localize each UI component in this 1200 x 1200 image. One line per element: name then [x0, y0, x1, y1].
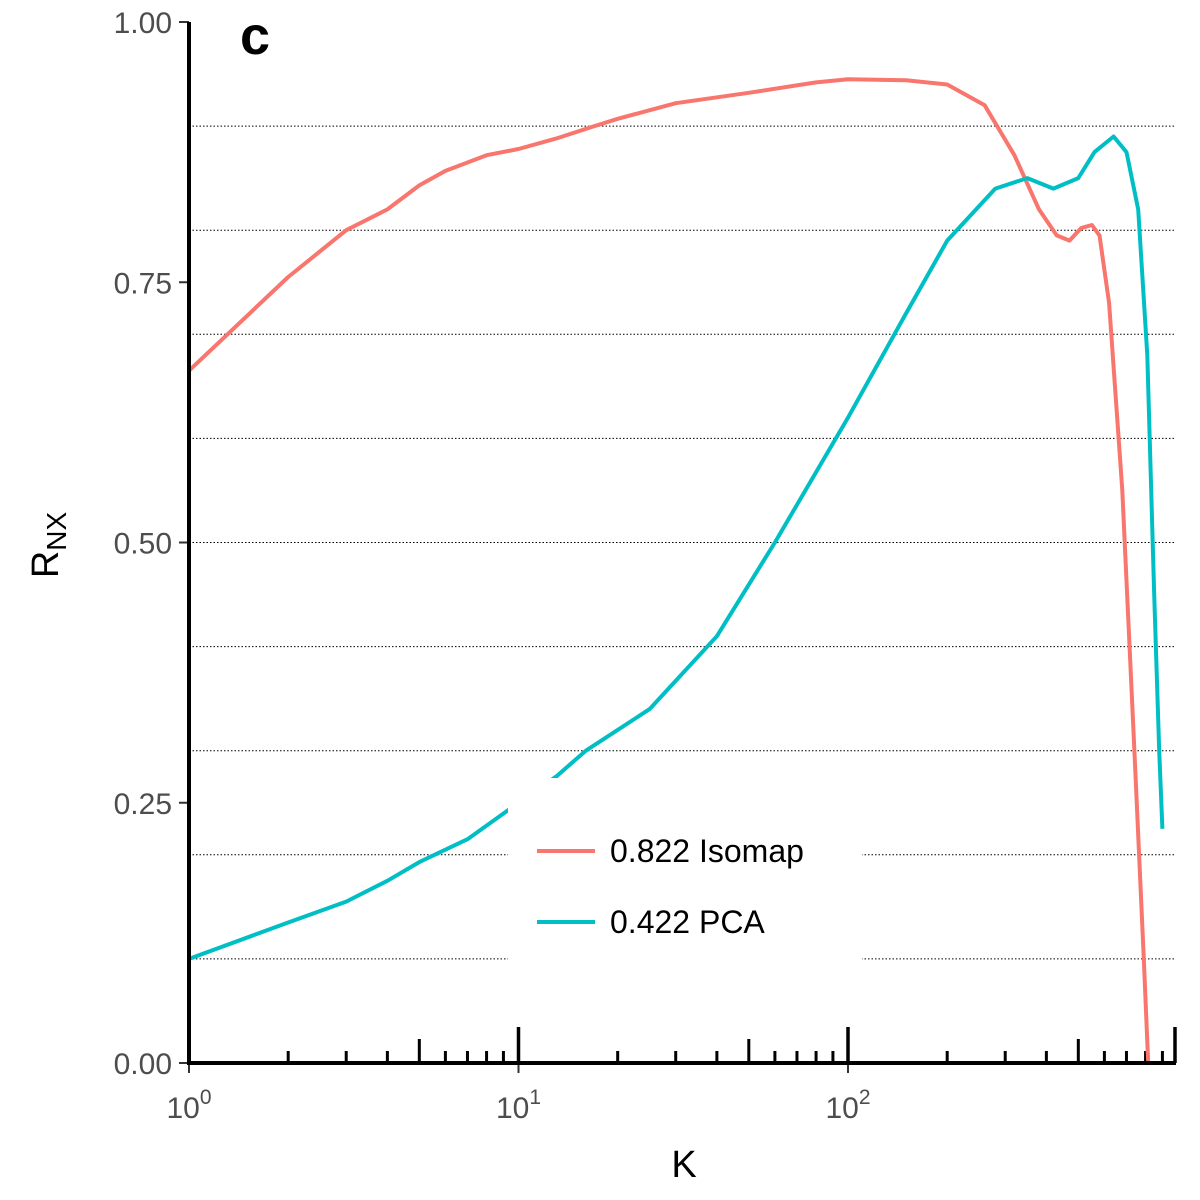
x-tick-labels: 100 101 102	[166, 1086, 870, 1125]
x-tick-label-exponent: 1	[529, 1086, 541, 1109]
y-tick-label: 0.00	[114, 1048, 172, 1081]
legend: 0.822 Isomap 0.422 PCA	[508, 778, 862, 970]
y-axis-title-main: R	[25, 551, 67, 578]
series-line-isomap	[187, 77, 1151, 1064]
y-axis-title: RNX	[25, 512, 72, 579]
y-tick-label: 0.50	[114, 528, 172, 561]
series-line-pca	[188, 134, 1165, 961]
x-tick-label: 100	[166, 1086, 211, 1125]
x-tick-label-exponent: 2	[859, 1086, 871, 1109]
x-tick-label: 102	[825, 1086, 870, 1125]
x-tick-label-exponent: 0	[200, 1086, 212, 1109]
panel-label: c	[240, 6, 270, 66]
x-minor-ticks	[286, 1039, 1164, 1063]
x-tick-label-base: 10	[166, 1092, 199, 1125]
x-tick-label-base: 10	[825, 1092, 858, 1125]
x-major-ticks	[188, 1027, 1177, 1073]
x-tick-label: 101	[496, 1086, 541, 1125]
legend-label-isomap: 0.822 Isomap	[610, 833, 804, 869]
gridlines	[189, 125, 1176, 960]
legend-label-pca: 0.422 PCA	[610, 904, 765, 940]
y-tick-labels: 0.00 0.25 0.50 0.75 1.00	[114, 7, 172, 1081]
y-axis-title-sub: NX	[41, 512, 72, 551]
x-axis-title: K	[671, 1144, 696, 1186]
x-tick-label-base: 10	[496, 1092, 529, 1125]
legend-background	[508, 778, 862, 970]
y-tick-label: 1.00	[114, 7, 172, 40]
y-tick-label: 0.25	[114, 788, 172, 821]
series-lines	[187, 77, 1165, 1064]
y-tick-label: 0.75	[114, 267, 172, 300]
